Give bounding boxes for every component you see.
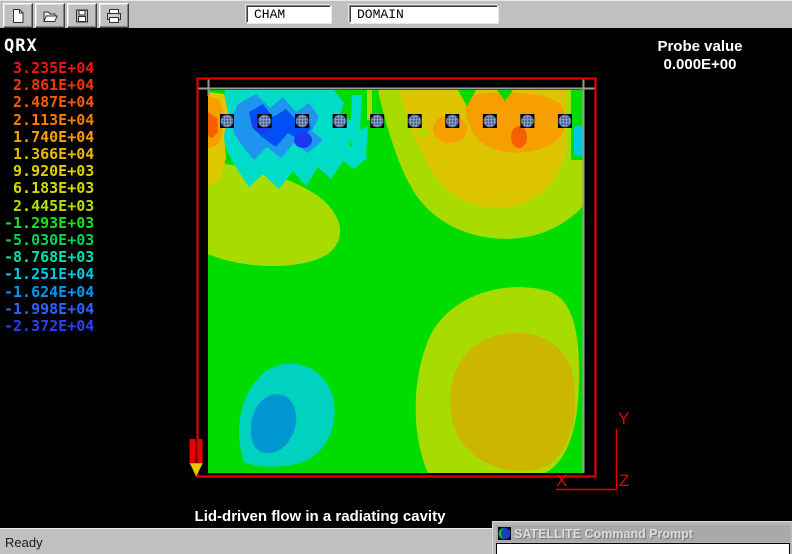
status-text: Ready — [5, 535, 43, 550]
open-button[interactable] — [35, 3, 65, 28]
probe-readout: Probe value 0.000E+00 — [648, 38, 752, 74]
satellite-icon — [498, 527, 511, 540]
print-button[interactable] — [99, 3, 129, 28]
satellite-window[interactable]: SATELLITE Command Prompt — [492, 521, 792, 554]
plot-caption: Lid-driven flow in a radiating cavity — [194, 508, 446, 525]
satellite-window-content — [496, 543, 790, 554]
legend-entry: 2.487E+04 — [4, 93, 95, 112]
probe-label: Probe value — [657, 38, 743, 55]
legend-entry: -1.998E+04 — [4, 299, 95, 318]
probe-marker[interactable] — [189, 439, 204, 478]
contour-field — [208, 90, 584, 473]
legend-entries: 3.235E+04 2.861E+04 2.487E+04 2.113E+04 … — [4, 59, 95, 336]
legend-title: QRX — [4, 36, 38, 56]
contour-legend: QRX 3.235E+04 2.861E+04 2.487E+04 2.113E… — [4, 36, 94, 335]
legend-entry: -8.768E+03 — [4, 248, 95, 267]
legend-entry: -1.624E+04 — [4, 282, 95, 301]
legend-entry: 2.445E+03 — [4, 196, 95, 215]
new-button[interactable] — [3, 3, 33, 28]
print-icon — [107, 8, 121, 23]
legend-entry: 2.861E+04 — [4, 76, 95, 95]
cham-field[interactable] — [246, 5, 331, 23]
axis-label-z: Z — [619, 471, 629, 490]
save-floppy-icon — [76, 9, 88, 22]
legend-entry: -1.251E+04 — [4, 265, 95, 284]
contour-plot-canvas[interactable]: Y X Z — [180, 70, 650, 505]
open-folder-icon — [43, 11, 58, 22]
domain-field[interactable] — [349, 5, 498, 23]
legend-entry: 3.235E+04 — [4, 59, 95, 77]
axis-label-x: X — [556, 471, 567, 490]
axis-label-y: Y — [618, 409, 629, 428]
domain-wireframe — [197, 78, 596, 473]
legend-entry: 2.113E+04 — [4, 110, 95, 129]
legend-entry: 1.740E+04 — [4, 127, 95, 146]
legend-entry: 1.366E+04 — [4, 145, 95, 164]
satellite-titlebar[interactable]: SATELLITE Command Prompt — [496, 525, 790, 542]
probe-value: 0.000E+00 — [663, 56, 737, 73]
axis-triad — [556, 429, 618, 491]
legend-entry: 6.183E+03 — [4, 179, 95, 198]
legend-entry: -5.030E+03 — [4, 231, 95, 250]
toolbar — [0, 0, 792, 30]
lid-marker-row — [220, 114, 572, 128]
legend-entry: -1.293E+03 — [4, 213, 95, 232]
satellite-window-title: SATELLITE Command Prompt — [514, 526, 693, 541]
domain-frame — [196, 77, 597, 478]
legend-entry: 9.920E+03 — [4, 162, 95, 181]
legend-entry: -2.372E+04 — [4, 317, 95, 336]
new-document-icon — [13, 8, 24, 23]
save-button[interactable] — [67, 3, 97, 28]
